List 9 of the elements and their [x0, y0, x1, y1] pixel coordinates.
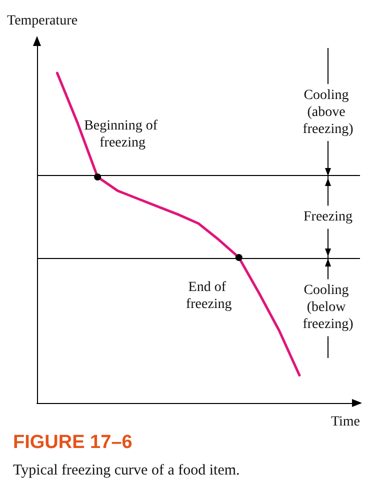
y-axis-title: Temperature: [7, 14, 78, 28]
text: FIGURE 17–6: [13, 432, 132, 453]
annotation: End of freezing: [186, 280, 232, 312]
annotation: Freezing: [304, 210, 352, 225]
text: Typical freezing curve of a food item.: [13, 462, 240, 478]
annotation: Beginning of freezing: [84, 118, 162, 150]
annotation: Cooling (above freezing): [302, 88, 354, 137]
x-axis-title: Time: [330, 414, 360, 430]
annotation: Cooling (below freezing): [302, 283, 354, 332]
